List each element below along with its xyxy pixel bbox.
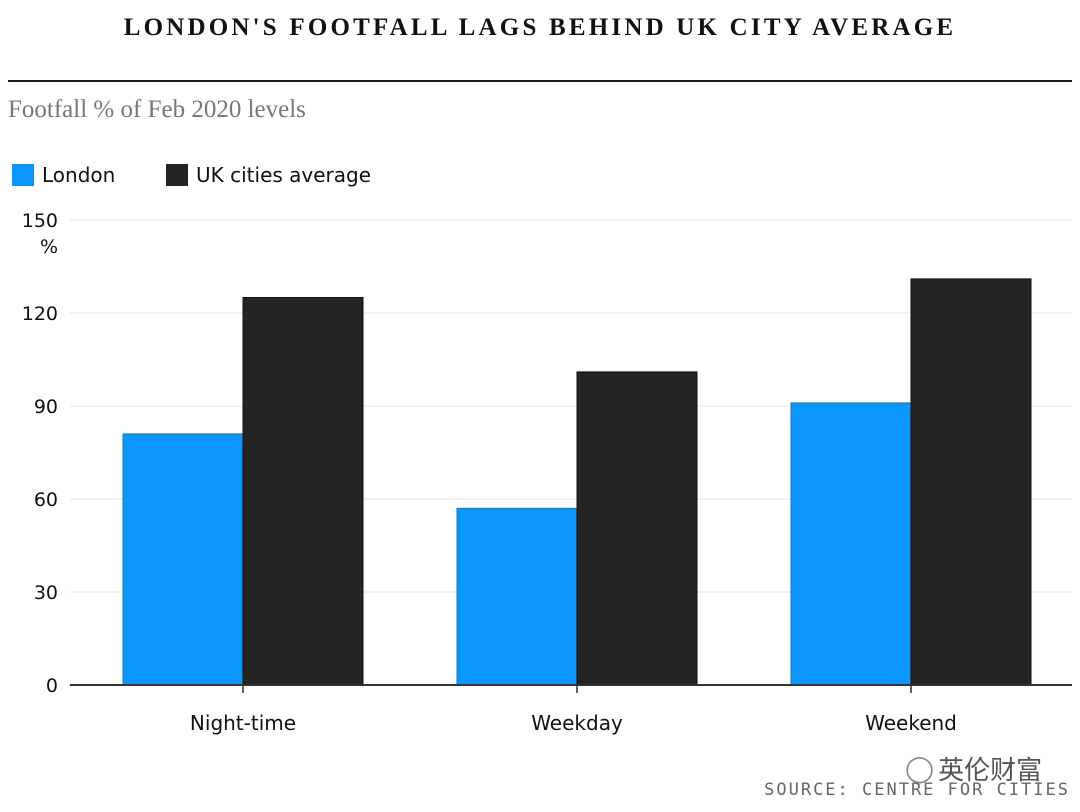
- bar-london-night-time: [122, 433, 244, 686]
- legend-swatch-uk-average: [166, 164, 188, 186]
- chart-title: LONDON'S FOOTFALL LAGS BEHIND UK CITY AV…: [123, 14, 957, 41]
- legend-label-london: London: [42, 163, 116, 187]
- bar-chart: 0 30 60 90 120 150% Night-time Weekday Weekend: [22, 210, 1072, 735]
- bar-uk-cities-average-weekend: [910, 278, 1032, 686]
- y-tick-label-0: 0: [46, 675, 58, 697]
- bar-london-weekend: [790, 402, 912, 686]
- wechat-icon: ◯: [905, 753, 935, 784]
- legend-item-london: London: [12, 163, 115, 187]
- chart-subtitle: Footfall % of Feb 2020 levels: [8, 96, 306, 123]
- bar-london-weekday: [456, 507, 578, 686]
- y-unit-label: %: [40, 236, 58, 258]
- x-tick-label-weekend: Weekend: [865, 711, 957, 735]
- legend-item-uk-average: UK cities average: [166, 163, 371, 187]
- x-tick-label-night-time: Night-time: [190, 711, 296, 735]
- y-tick-label-60: 60: [34, 489, 58, 511]
- y-tick-label-120: 120: [22, 303, 58, 325]
- legend-label-uk-average: UK cities average: [196, 163, 372, 187]
- bar-uk-cities-average-weekday: [576, 371, 698, 686]
- y-tick-label-150: 150: [22, 210, 58, 232]
- legend-swatch-london: [12, 164, 34, 186]
- x-tick-label-weekday: Weekday: [531, 711, 623, 735]
- bar-uk-cities-average-night-time: [242, 297, 364, 686]
- y-tick-label-90: 90: [34, 396, 58, 418]
- source-note: SOURCE: CENTRE FOR CITIES: [764, 780, 1070, 800]
- title-divider: [8, 80, 1072, 82]
- watermark: ◯ 英伦财富: [905, 750, 1042, 787]
- y-tick-label-30: 30: [34, 582, 58, 604]
- watermark-text: 英伦财富: [938, 756, 1043, 786]
